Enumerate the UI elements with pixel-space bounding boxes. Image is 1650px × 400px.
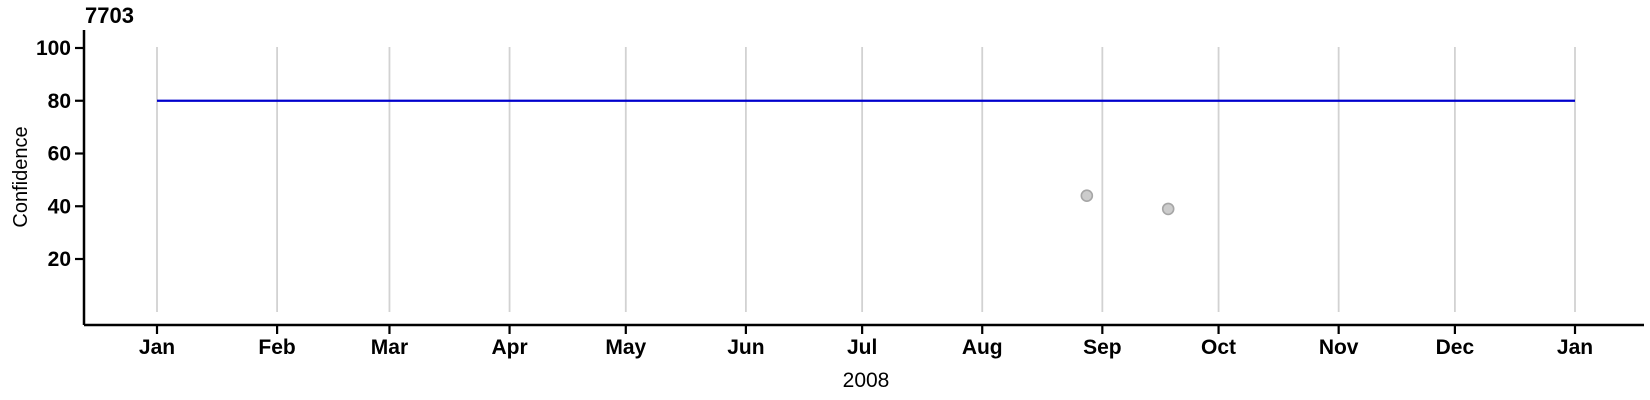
x-tick-label-oct-9: Oct (1201, 336, 1236, 359)
tick-mark-group (75, 46, 1577, 334)
y-tick-label-100: 100 (36, 37, 71, 60)
x-tick-label-jan-0: Jan (139, 336, 175, 359)
x-tick-label-jun-5: Jun (727, 336, 764, 359)
chart-title: 7703 (85, 3, 134, 28)
x-tick-label-jan-12: Jan (1557, 336, 1593, 359)
y-axis-title: Confidence (10, 126, 32, 227)
data-point-0 (1080, 189, 1094, 202)
x-tick-label-mar-2: Mar (371, 336, 408, 359)
data-point-1 (1161, 202, 1175, 216)
x-tick-label-feb-1: Feb (258, 336, 295, 359)
data-point-group (1080, 189, 1175, 216)
y-tick-label-60: 60 (48, 143, 71, 166)
tick-label-group: 20 40 60 80 100 Jan Feb Mar Apr May Jun Jul Aug Sep Oc… (36, 37, 1593, 359)
x-tick-label-sep-8: Sep (1083, 336, 1122, 359)
y-tick-label-40: 40 (48, 195, 71, 218)
x-tick-label-dec-11: Dec (1436, 336, 1475, 359)
gridline-group (156, 47, 1576, 312)
x-tick-label-jul-6: Jul (847, 336, 877, 359)
x-tick-label-aug-7: Aug (962, 336, 1003, 359)
x-tick-label-nov-10: Nov (1319, 336, 1359, 359)
y-tick-label-20: 20 (48, 248, 71, 271)
x-tick-label-may-4: May (605, 336, 646, 359)
x-tick-label-apr-3: Apr (491, 336, 527, 359)
x-axis-title: 2008 (843, 369, 890, 392)
axis-group (82, 30, 1644, 327)
y-tick-label-80: 80 (48, 90, 71, 113)
